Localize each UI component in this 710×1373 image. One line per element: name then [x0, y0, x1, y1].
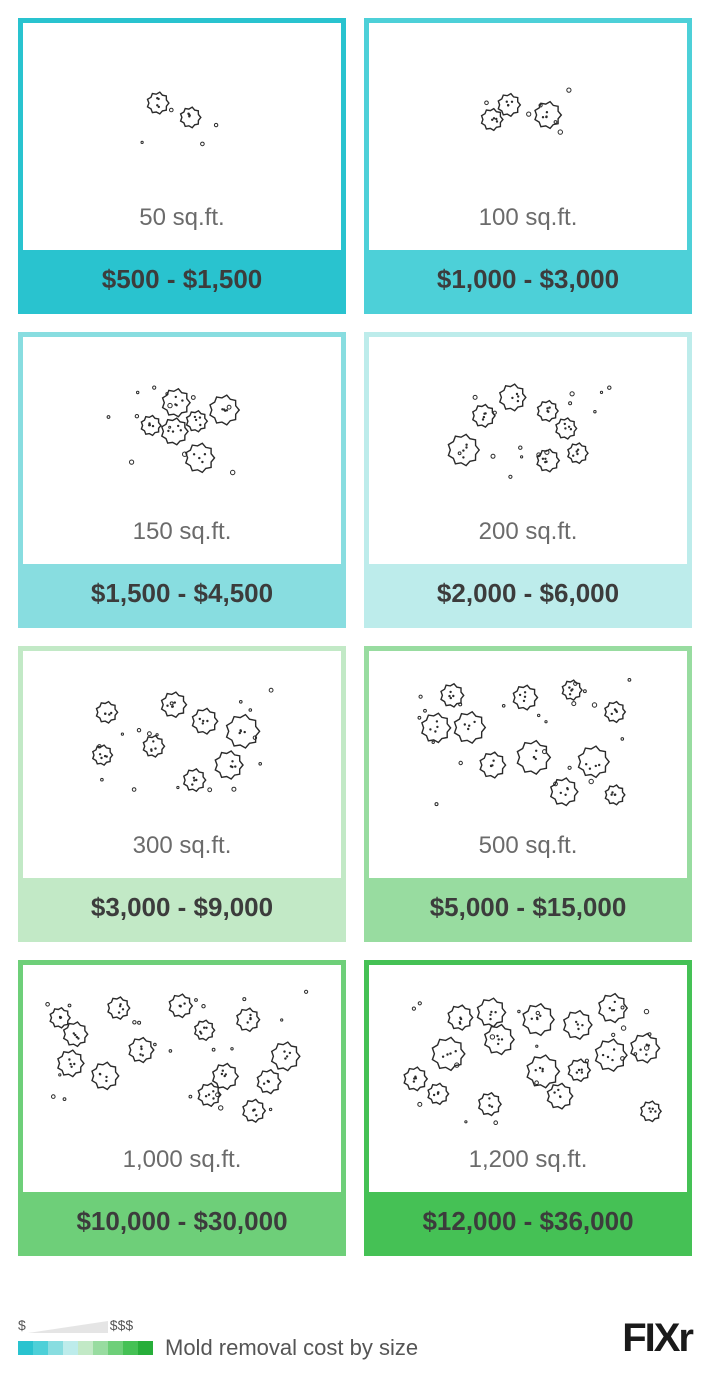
cost-card: 1,000 sq.ft. $10,000 - $30,000: [18, 960, 346, 1256]
mold-icon: [88, 686, 276, 800]
size-label: 300 sq.ft.: [23, 822, 341, 878]
mold-icon: [388, 987, 668, 1127]
mold-icon: [410, 674, 646, 812]
mold-icon: [136, 82, 228, 148]
price-bar: $5,000 - $15,000: [369, 878, 687, 937]
size-label: 1,000 sq.ft.: [23, 1136, 341, 1192]
mold-icon: [42, 987, 322, 1127]
price-bar: $1,000 - $3,000: [369, 250, 687, 309]
icon-area: [23, 651, 341, 822]
scale-swatch: [63, 1341, 78, 1355]
price-bar: $500 - $1,500: [23, 250, 341, 309]
mold-icon: [474, 78, 582, 152]
scale-swatch: [93, 1341, 108, 1355]
legend: $ $$$ Mold removal cost by size: [18, 1317, 418, 1361]
icon-area: [369, 965, 687, 1136]
wedge-icon: [28, 1321, 108, 1333]
cost-card: 100 sq.ft. $1,000 - $3,000: [364, 18, 692, 314]
footer: $ $$$ Mold removal cost by size FIXr: [18, 1316, 692, 1361]
cost-card: 150 sq.ft. $1,500 - $4,500: [18, 332, 346, 628]
scale-swatch: [138, 1341, 153, 1355]
cost-card: 500 sq.ft. $5,000 - $15,000: [364, 646, 692, 942]
price-bar: $3,000 - $9,000: [23, 878, 341, 937]
caption: Mold removal cost by size: [165, 1335, 418, 1361]
price-bar: $12,000 - $36,000: [369, 1192, 687, 1251]
cost-card: 50 sq.ft. $500 - $1,500: [18, 18, 346, 314]
scale-swatch: [108, 1341, 123, 1355]
gradient-scale: [18, 1341, 153, 1355]
scale-swatch: [48, 1341, 63, 1355]
price-bar: $1,500 - $4,500: [23, 564, 341, 623]
legend-high-label: $$$: [110, 1317, 133, 1333]
scale-swatch: [78, 1341, 93, 1355]
size-label: 150 sq.ft.: [23, 508, 341, 564]
cost-grid: 50 sq.ft. $500 - $1,500 100 sq.ft. $1,00…: [18, 18, 692, 1256]
legend-low-label: $: [18, 1317, 26, 1333]
scale-swatch: [33, 1341, 48, 1355]
size-label: 500 sq.ft.: [369, 822, 687, 878]
mold-icon: [442, 376, 614, 482]
price-bar: $10,000 - $30,000: [23, 1192, 341, 1251]
price-bar: $2,000 - $6,000: [369, 564, 687, 623]
icon-area: [369, 651, 687, 822]
icon-area: [23, 337, 341, 508]
icon-area: [369, 23, 687, 194]
icon-area: [23, 965, 341, 1136]
cost-card: 300 sq.ft. $3,000 - $9,000: [18, 646, 346, 942]
cost-card: 200 sq.ft. $2,000 - $6,000: [364, 332, 692, 628]
icon-area: [369, 337, 687, 508]
size-label: 50 sq.ft.: [23, 194, 341, 250]
scale-swatch: [18, 1341, 33, 1355]
cost-card: 1,200 sq.ft. $12,000 - $36,000: [364, 960, 692, 1256]
size-label: 1,200 sq.ft.: [369, 1136, 687, 1192]
icon-area: [23, 23, 341, 194]
size-label: 200 sq.ft.: [369, 508, 687, 564]
scale-swatch: [123, 1341, 138, 1355]
size-label: 100 sq.ft.: [369, 194, 687, 250]
fixr-logo: FIXr: [622, 1316, 692, 1361]
mold-icon: [104, 380, 260, 478]
